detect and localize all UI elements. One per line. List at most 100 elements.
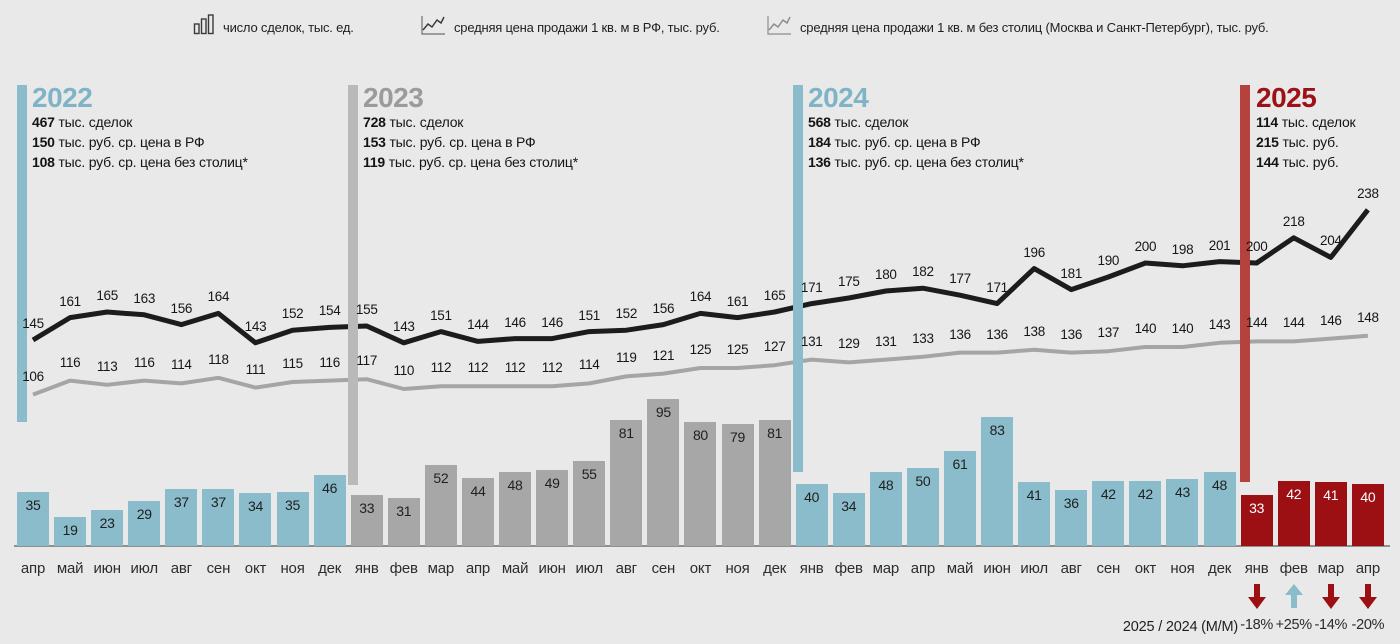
price-rf-value-label: 163 [133,290,156,306]
year-stat-line: 144 тыс. руб. [1256,154,1339,170]
deal-count-label: 35 [285,497,301,513]
x-axis-baseline [14,545,1390,547]
month-tick-label: июн [983,560,1011,577]
deal-count-bar [1092,481,1125,546]
deal-count-bar [350,495,383,546]
year-summary-stats: 467 тыс. сделок 150 тыс. руб. ср. цена в … [32,112,248,172]
price-no-capitals-value-label: 112 [504,360,526,376]
price-no-capitals-value-label: 148 [1357,309,1379,325]
year-stat-line: 114 тыс. сделок [1256,114,1356,130]
month-tick-label: апр [1355,560,1380,577]
price-rf-value-label: 190 [1097,253,1120,268]
deal-count-bar [758,420,791,546]
price-no-capitals-value-label: 119 [615,350,637,366]
year-stripe [793,85,803,472]
price-rf-value-label: 180 [875,267,897,282]
month-tick-label: апр [20,560,46,577]
price-no-capitals-value-label: 136 [986,326,1008,342]
deal-count-label: 48 [1212,477,1228,493]
deal-count-label: 81 [767,425,783,441]
price-no-capitals-value-label: 116 [59,354,81,370]
price-rf-value-label: 146 [541,314,563,330]
deal-count-bar [869,472,902,546]
price-rf-value-label: 161 [726,293,749,309]
year-stat-line: 119 тыс. руб. ср. цена без столиц* [363,154,578,170]
price-no-capitals-value-label: 114 [578,357,600,373]
deal-count-bar [165,489,198,546]
price-rf-value-label: 146 [504,314,526,330]
month-tick-label: окт [244,560,267,577]
price-rf-value-label: 218 [1282,213,1305,229]
year-summary-stats: 728 тыс. сделок 153 тыс. руб. ср. цена в … [363,112,578,172]
deal-count-label: 55 [581,466,597,482]
deal-count-bar [647,399,680,546]
price-no-capitals-value-label: 138 [1023,323,1045,339]
price-no-capitals-value-label: 125 [726,342,749,357]
deal-count-bar [536,470,569,546]
price-no-capitals-value-label: 129 [837,336,860,352]
year-stripe [348,85,358,485]
deal-count-label: 42 [1100,486,1116,502]
deal-count-bar [684,422,717,546]
month-tick-label: мар [1317,560,1345,577]
price-rf-value-label: 143 [392,318,415,334]
arrow-down-icon [1318,583,1344,610]
price-rf-value-label: 196 [1023,244,1045,260]
price-no-capitals-value-label: 131 [800,333,823,349]
price-no-capitals-value-label: 117 [356,353,378,369]
month-tick-label: июн [538,560,566,577]
deal-count-label: 50 [915,473,931,489]
price-rf-value-label: 151 [578,307,600,323]
price-rf-value-label: 151 [430,307,452,323]
deal-count-bar [1166,479,1199,546]
year-stat-line: 568 тыс. сделок [808,114,909,130]
deal-count-bar [54,517,87,546]
price-rf-value-label: 238 [1357,185,1379,201]
deal-count-bar [276,492,309,546]
deal-count-label: 33 [359,500,375,516]
month-tick-label: фев [389,560,418,577]
deal-count-label: 34 [841,498,857,514]
deal-count-label: 46 [322,480,338,496]
deal-count-bar [721,424,754,546]
deal-count-bar [981,417,1014,546]
deal-count-label: 40 [1360,489,1376,505]
price-no-capitals-value-label: 116 [319,354,340,370]
price-no-capitals-value-label: 114 [171,357,192,373]
price-rf-value-label: 177 [949,271,971,287]
price-rf-value-label: 152 [281,306,304,322]
legend-label: число сделок, тыс. ед. [223,19,354,35]
arrow-up-icon [1281,583,1307,610]
year-stat-line: 108 тыс. руб. ср. цена без столиц* [32,154,248,170]
price-rf-value-label: 145 [22,316,44,331]
month-tick-label: май [56,560,84,577]
deal-count-bar [128,501,161,546]
month-over-month-change: +25% [1275,617,1313,633]
month-tick-label: дек [318,560,342,577]
month-tick-label: янв [799,560,824,577]
price-rf-value-label: 181 [1060,265,1083,281]
price-rf-value-label: 175 [837,274,860,289]
deal-count-bar [313,475,346,546]
price-no-capitals-value-label: 137 [1097,325,1120,341]
legend-label: средняя цена продажи 1 кв. м без столиц … [800,19,1269,35]
month-over-month-change: -14% [1314,617,1348,633]
deal-count-label: 83 [989,422,1005,438]
deal-count-label: 29 [136,506,152,522]
year-stat-line: 136 тыс. руб. ср. цена без столиц* [808,154,1024,170]
price-no-capitals-value-label: 116 [133,354,155,370]
month-tick-label: ноя [1170,560,1195,577]
deal-count-label: 35 [25,497,41,513]
deal-count-label: 34 [247,498,263,514]
price-no-capitals-value-label: 140 [1171,321,1194,336]
legend-item-price-no-capitals: средняя цена продажи 1 кв. м без столиц … [766,14,1269,40]
deal-count-label: 95 [655,404,671,420]
price-rf-value-label: 165 [763,288,786,303]
bar-chart-icon [193,14,215,40]
price-no-capitals-value-label: 121 [652,347,675,363]
month-tick-label: мар [872,560,900,577]
year-stat-line: 215 тыс. руб. [1256,134,1339,150]
price-no-capitals-value-label: 112 [467,360,489,376]
deal-count-label: 80 [692,427,708,443]
